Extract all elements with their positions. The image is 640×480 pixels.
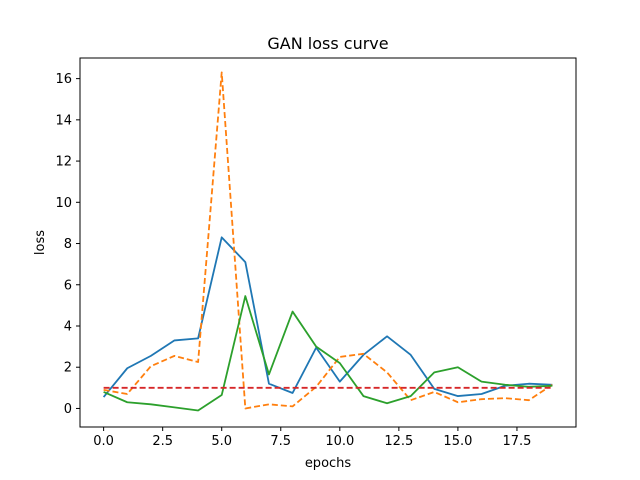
y-tick-label: 0 — [64, 402, 72, 417]
x-tick-label: 2.5 — [152, 434, 173, 449]
series-line-2 — [103, 71, 553, 410]
y-axis-ticks: 0 2 4 6 8 10 12 14 16 — [55, 72, 80, 417]
x-tick-label: 15.0 — [443, 434, 472, 449]
plot-area-frame — [79, 57, 577, 428]
y-tick-label: 12 — [55, 155, 72, 170]
y-tick-label: 2 — [64, 361, 72, 376]
x-tick-label: 12.5 — [384, 434, 413, 449]
y-tick-label: 10 — [55, 196, 72, 211]
chart-title: GAN loss curve — [267, 34, 388, 53]
y-tick-label: 4 — [64, 319, 72, 334]
y-tick-label: 6 — [64, 278, 72, 293]
y-tick-label: 14 — [55, 113, 72, 128]
y-tick-label: 16 — [55, 72, 72, 87]
x-axis-ticks: 0.0 2.5 5.0 7.5 10.0 12.5 15.0 17.5 — [93, 427, 531, 449]
x-tick-label: 0.0 — [93, 434, 114, 449]
x-tick-label: 7.5 — [270, 434, 291, 449]
x-tick-label: 17.5 — [502, 434, 531, 449]
series-layer — [102, 71, 553, 412]
y-axis-label: loss — [33, 230, 48, 255]
x-tick-label: 10.0 — [325, 434, 354, 449]
series-line-1 — [102, 236, 553, 398]
x-tick-label: 5.0 — [211, 434, 232, 449]
y-tick-label: 8 — [64, 237, 72, 252]
x-axis-label: epochs — [305, 456, 352, 471]
series-line-3 — [103, 295, 553, 412]
